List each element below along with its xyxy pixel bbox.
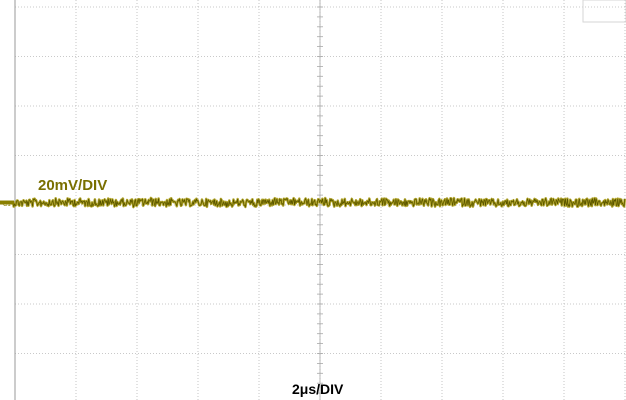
corner-marker — [582, 0, 626, 23]
waveform-trace-layer — [0, 196, 626, 209]
waveform-trace-core — [12, 197, 626, 208]
channel-marker: C1 — [3, 202, 11, 208]
horizontal-scale-label: 2μs/DIV — [292, 381, 344, 397]
vertical-scale-label: 20mV/DIV — [38, 177, 107, 194]
channel-ground-marker — [0, 200, 14, 205]
graticule-grid — [14, 0, 626, 400]
